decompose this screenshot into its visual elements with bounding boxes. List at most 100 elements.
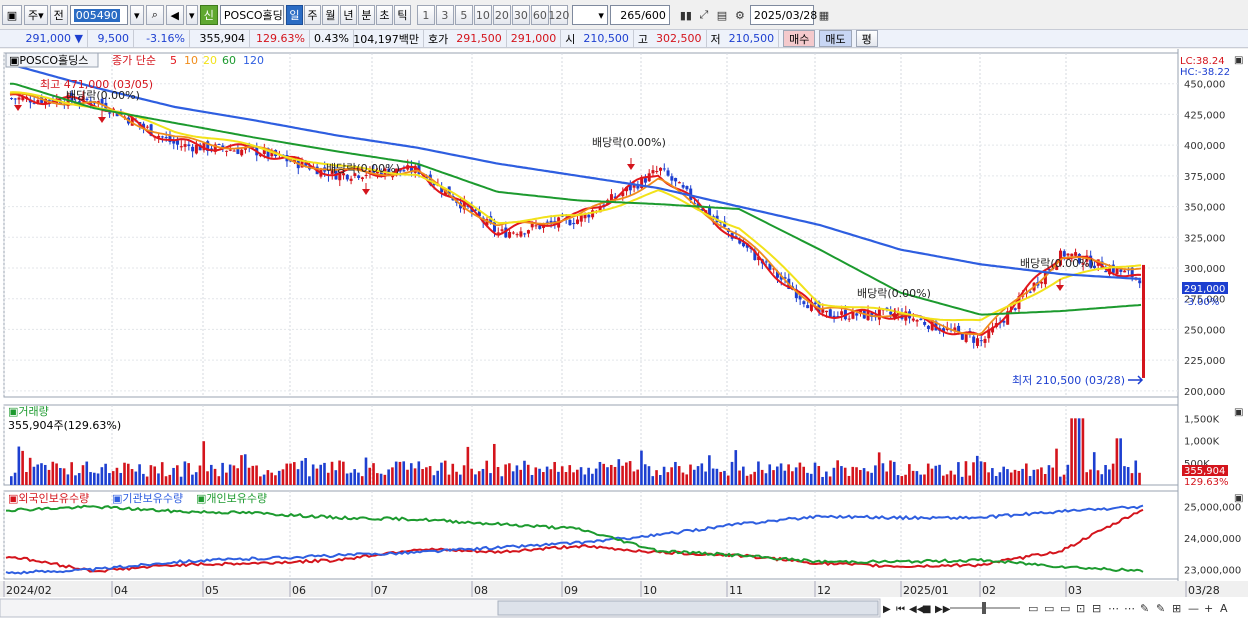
price-change: 9,500 xyxy=(88,30,134,47)
lc-label: LC:38.24 xyxy=(1180,56,1225,67)
interval-button-60[interactable]: 60 xyxy=(530,5,549,25)
period-tab-4[interactable]: 분 xyxy=(357,5,375,25)
volume-bar xyxy=(881,463,885,485)
stock-code-input[interactable]: 005490 xyxy=(69,5,128,25)
calendar-icon[interactable]: ▦ xyxy=(818,8,830,22)
volume-bar xyxy=(111,471,115,485)
candle-body xyxy=(364,174,368,176)
volume-bar xyxy=(598,461,602,485)
candle-body xyxy=(549,220,553,224)
period-tab-1[interactable]: 주 xyxy=(303,5,321,25)
candle-body xyxy=(534,225,538,227)
interval-button-5[interactable]: 5 xyxy=(454,5,473,25)
volume-bar xyxy=(572,472,575,485)
x-axis-label: 2024/02 xyxy=(6,584,52,597)
volume-bar xyxy=(217,476,221,485)
volume-bar xyxy=(579,467,583,485)
candle-body xyxy=(172,140,176,144)
candle-body xyxy=(157,135,161,138)
interval-button-30[interactable]: 30 xyxy=(511,5,530,25)
y-tick-label: 400,000 xyxy=(1184,141,1225,152)
candle-body xyxy=(345,174,349,180)
interval-tabs: 1 3 5 10 20 30 60 120 xyxy=(416,5,569,25)
period-tab-2[interactable]: 월 xyxy=(321,5,339,25)
holdings-legend-0: ▣외국인보유수량 xyxy=(8,492,89,505)
volume-bar xyxy=(843,467,847,485)
volume-bar xyxy=(1096,470,1100,485)
volume-bar xyxy=(228,464,232,485)
speaker-icon[interactable]: ◀ xyxy=(165,5,184,25)
period-tab-6[interactable]: 틱 xyxy=(393,5,411,25)
period-tab-5[interactable]: 초 xyxy=(375,5,393,25)
scale-icon[interactable]: ⤢ xyxy=(699,8,709,21)
period-tab-3[interactable]: 년 xyxy=(339,5,357,25)
stock-name-field[interactable]: POSCO홀딩스 xyxy=(219,5,284,25)
x-axis-label: 09 xyxy=(564,584,578,597)
volume-bar xyxy=(149,465,153,485)
volume-bar xyxy=(696,466,700,485)
eval-button[interactable]: 평 xyxy=(855,30,878,47)
candle-body xyxy=(440,186,444,193)
candle-body xyxy=(662,168,666,170)
save-icon[interactable]: ▤ xyxy=(716,8,728,22)
interval-select[interactable]: ▾ xyxy=(571,5,608,25)
candle-body xyxy=(915,320,919,322)
gear-icon[interactable]: ⚙ xyxy=(734,8,745,22)
ma-line-20 xyxy=(9,91,1142,322)
volume-bar xyxy=(179,476,183,485)
volume-bar xyxy=(187,463,190,485)
candle-body xyxy=(942,328,946,332)
chart-area[interactable]: 200,000 225,000 250,000 275,000 300,000 325,0… xyxy=(0,49,1248,621)
volume-bar xyxy=(602,463,606,485)
volume-bar xyxy=(511,471,515,485)
period-tab-0[interactable]: 일 xyxy=(285,5,303,25)
interval-button-3[interactable]: 3 xyxy=(435,5,454,25)
candle-body xyxy=(587,214,591,218)
volume-bar xyxy=(987,472,990,485)
chart-tool-12: A xyxy=(1220,602,1228,615)
date-field[interactable]: 2025/03/28 xyxy=(749,5,817,25)
chart-tool-icon[interactable]: ▮▮ xyxy=(679,8,692,22)
sell-button[interactable]: 매도 xyxy=(819,30,852,47)
layout-icon[interactable]: ▣ xyxy=(2,5,22,25)
candle-body xyxy=(851,310,855,319)
volume-bar xyxy=(293,462,296,485)
volume-bar xyxy=(1077,418,1081,485)
volume-bar xyxy=(459,474,462,485)
y-tick-label: 350,000 xyxy=(1184,203,1225,214)
candle-body xyxy=(262,148,266,154)
candle-body xyxy=(1002,320,1006,323)
prev-button[interactable]: 전 xyxy=(49,5,68,25)
x-axis-label: 06 xyxy=(292,584,306,597)
volume-bar xyxy=(481,468,485,485)
volume-bar xyxy=(647,466,651,485)
search-icon[interactable]: ⌕ xyxy=(145,5,164,25)
dividend-label: 배당락(0.00%) xyxy=(592,136,666,149)
volume-bar xyxy=(213,468,217,485)
candle-body xyxy=(919,318,923,321)
interval-button-120[interactable]: 120 xyxy=(548,5,569,25)
high-label: 고 xyxy=(637,32,648,46)
count-field[interactable]: 265/600 xyxy=(609,5,670,25)
volume-bar xyxy=(979,461,983,485)
chevron-down-icon[interactable]: ▾ xyxy=(185,5,198,25)
volume-bar xyxy=(1138,472,1141,485)
interval-button-10[interactable]: 10 xyxy=(473,5,492,25)
chart-svg[interactable]: 200,000 225,000 250,000 275,000 300,000 325,0… xyxy=(0,49,1248,621)
dividend-label: 배당락(0.00%) xyxy=(1020,257,1094,270)
period-select[interactable]: 주 ▾ xyxy=(24,5,48,25)
interval-button-1[interactable]: 1 xyxy=(416,5,435,25)
volume-bar xyxy=(323,462,326,485)
volume-bar xyxy=(1036,469,1039,485)
code-dropdown-icon[interactable]: ▾ xyxy=(129,5,144,25)
volume-bar xyxy=(259,476,262,485)
volume-bar xyxy=(794,467,798,485)
candle-body xyxy=(179,146,183,148)
candle-body xyxy=(821,309,825,313)
volume-bar xyxy=(1111,463,1115,485)
interval-button-20[interactable]: 20 xyxy=(492,5,511,25)
candle-body xyxy=(1092,265,1096,269)
buy-button[interactable]: 매수 xyxy=(783,30,816,47)
volume-bar xyxy=(787,464,790,485)
